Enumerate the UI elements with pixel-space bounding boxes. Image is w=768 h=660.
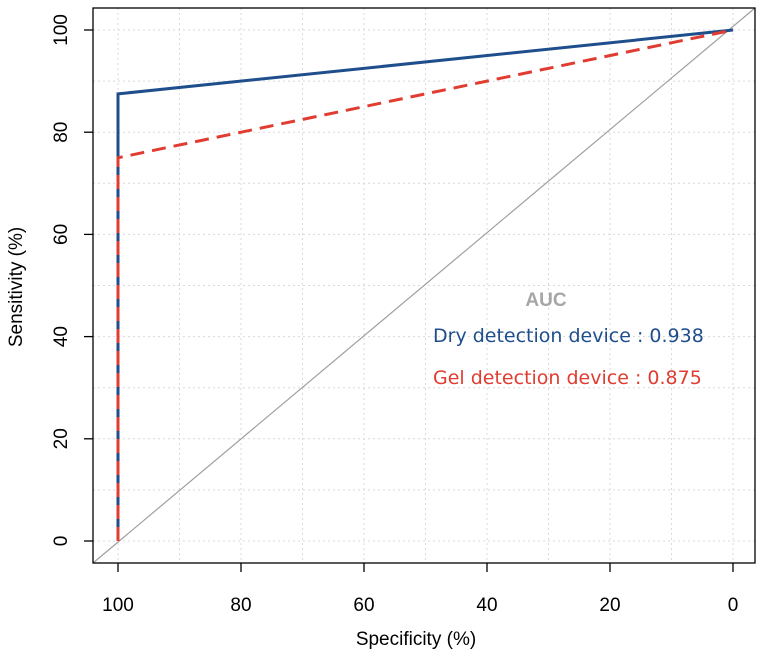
y-tick-label: 0 xyxy=(51,536,72,547)
auc-entry-gel: Gel detection device : 0.875 xyxy=(433,367,702,389)
auc-title: AUC xyxy=(525,290,566,311)
series-line-gel xyxy=(116,28,734,541)
plot-frame xyxy=(92,7,756,564)
y-axis-title: Sensitivity (%) xyxy=(6,227,27,347)
x-axis-title: Specificity (%) xyxy=(356,629,476,650)
x-tick-label: 100 xyxy=(102,595,134,616)
y-axis: 0 20 40 60 80 100 xyxy=(51,14,93,546)
auc-entry-dry: Dry detection device : 0.938 xyxy=(433,325,704,347)
y-tick-label: 80 xyxy=(51,122,72,143)
y-tick-label: 20 xyxy=(51,428,72,449)
diagonal-reference-line xyxy=(92,7,756,564)
x-tick-label: 80 xyxy=(230,595,251,616)
y-tick-label: 40 xyxy=(51,326,72,347)
x-tick-label: 20 xyxy=(599,595,620,616)
x-axis: 100 80 60 40 20 0 xyxy=(102,563,738,616)
y-tick-label: 100 xyxy=(51,14,72,46)
series-line-dry xyxy=(116,28,734,541)
x-tick-label: 40 xyxy=(476,595,497,616)
series-layer xyxy=(116,28,734,541)
x-tick-label: 60 xyxy=(353,595,374,616)
x-tick-label: 0 xyxy=(728,595,739,616)
y-tick-label: 60 xyxy=(51,224,72,245)
